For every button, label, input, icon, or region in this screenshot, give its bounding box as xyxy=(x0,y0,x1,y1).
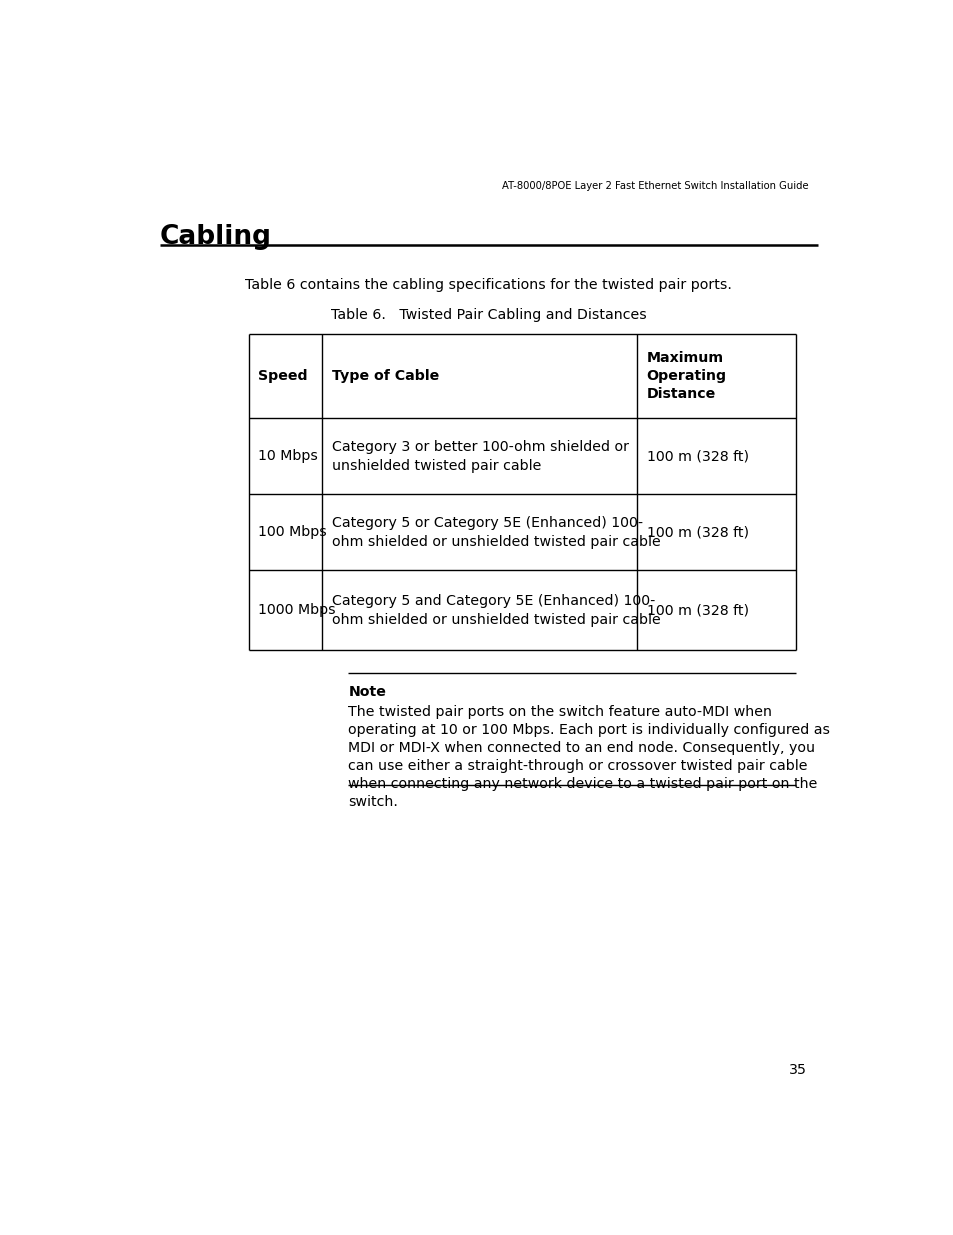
Text: Category 5 and Category 5E (Enhanced) 100-
ohm shielded or unshielded twisted pa: Category 5 and Category 5E (Enhanced) 10… xyxy=(332,594,660,626)
Text: when connecting any network device to a twisted pair port on the: when connecting any network device to a … xyxy=(348,777,817,790)
Text: Maximum
Operating
Distance: Maximum Operating Distance xyxy=(646,351,726,401)
Text: Table 6 contains the cabling specifications for the twisted pair ports.: Table 6 contains the cabling specificati… xyxy=(245,278,732,293)
Text: 1000 Mbps: 1000 Mbps xyxy=(258,604,335,618)
Text: operating at 10 or 100 Mbps. Each port is individually configured as: operating at 10 or 100 Mbps. Each port i… xyxy=(348,722,829,736)
Text: Category 5 or Category 5E (Enhanced) 100-
ohm shielded or unshielded twisted pai: Category 5 or Category 5E (Enhanced) 100… xyxy=(332,516,660,548)
Text: 100 Mbps: 100 Mbps xyxy=(258,525,327,540)
Text: Cabling: Cabling xyxy=(160,225,272,251)
Text: switch.: switch. xyxy=(348,795,398,809)
Text: 35: 35 xyxy=(788,1063,806,1077)
Text: 100 m (328 ft): 100 m (328 ft) xyxy=(646,604,748,618)
Text: MDI or MDI-X when connected to an end node. Consequently, you: MDI or MDI-X when connected to an end no… xyxy=(348,741,815,755)
Text: 10 Mbps: 10 Mbps xyxy=(258,450,317,463)
Text: Category 3 or better 100-ohm shielded or
unshielded twisted pair cable: Category 3 or better 100-ohm shielded or… xyxy=(332,440,628,473)
Text: Speed: Speed xyxy=(258,369,308,383)
Text: AT-8000/8POE Layer 2 Fast Ethernet Switch Installation Guide: AT-8000/8POE Layer 2 Fast Ethernet Switc… xyxy=(502,182,808,191)
Text: Table 6.   Twisted Pair Cabling and Distances: Table 6. Twisted Pair Cabling and Distan… xyxy=(331,308,646,322)
Text: Type of Cable: Type of Cable xyxy=(332,369,439,383)
Text: 100 m (328 ft): 100 m (328 ft) xyxy=(646,525,748,540)
Text: Note: Note xyxy=(348,684,386,699)
Text: The twisted pair ports on the switch feature auto-MDI when: The twisted pair ports on the switch fea… xyxy=(348,704,772,719)
Text: can use either a straight-through or crossover twisted pair cable: can use either a straight-through or cro… xyxy=(348,758,807,773)
Text: 100 m (328 ft): 100 m (328 ft) xyxy=(646,450,748,463)
